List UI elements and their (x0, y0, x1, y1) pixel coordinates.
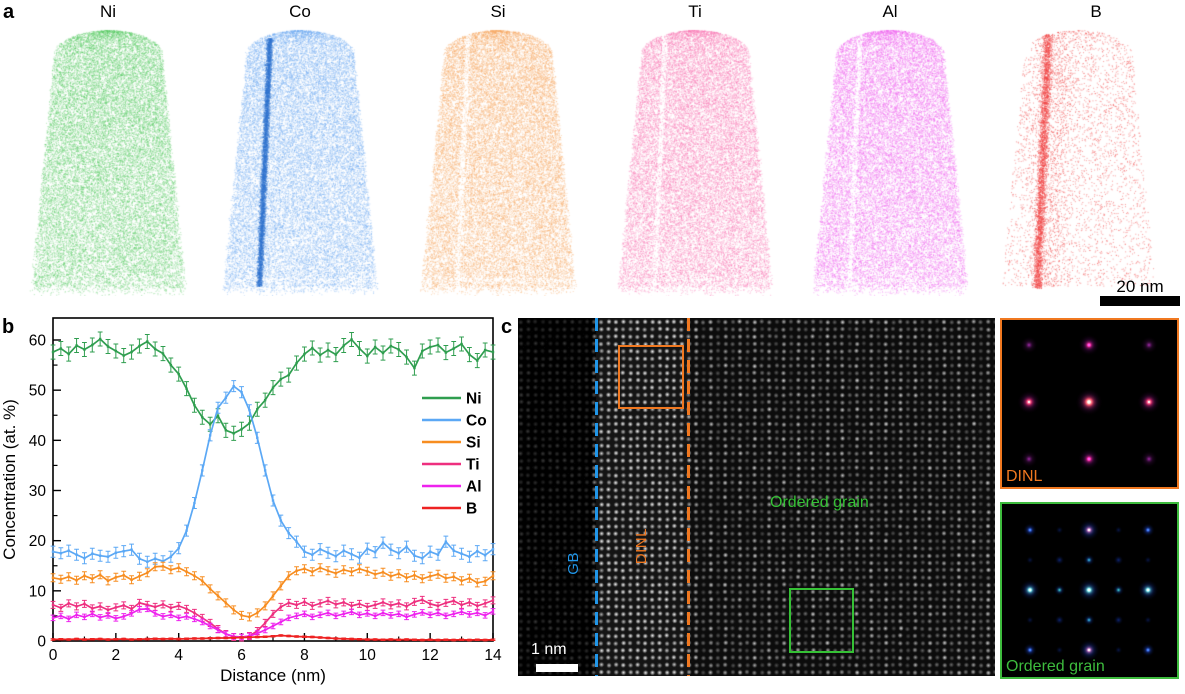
fft-inset-dinl: DINL (1000, 318, 1179, 489)
svg-text:40: 40 (29, 433, 47, 450)
panel-c-letter: c (501, 316, 513, 338)
svg-text:Distance (nm): Distance (nm) (220, 666, 326, 685)
tip-label-ni: Ni (99, 2, 117, 21)
svg-text:8: 8 (300, 647, 309, 664)
svg-text:Al: Al (466, 479, 482, 496)
scale-bar-1nm-label: 1 nm (531, 641, 567, 658)
scale-bar-20nm-label: 20 nm (1116, 277, 1164, 296)
panel-a-letter: a (3, 1, 15, 23)
svg-text:0: 0 (37, 634, 46, 651)
svg-text:Si: Si (466, 435, 481, 452)
dinl-dashed-line (687, 318, 690, 676)
dinl-label: DINL (633, 528, 650, 565)
svg-text:Concentration (at. %): Concentration (at. %) (0, 399, 19, 560)
tip-label-ti: Ti (688, 2, 702, 21)
svg-text:0: 0 (49, 647, 58, 664)
tip-label-si: Si (490, 2, 506, 21)
stem-image-canvas (518, 318, 995, 676)
svg-text:60: 60 (29, 333, 47, 350)
apt-maps-canvas (0, 24, 1185, 296)
svg-text:12: 12 (422, 647, 439, 664)
fft-ordered-grain-label: Ordered grain (1006, 658, 1105, 675)
svg-text:Ni: Ni (466, 391, 482, 408)
fft-inset-ordered-grain: Ordered grain (1000, 502, 1179, 679)
ordered-grain-roi-box (789, 588, 854, 653)
svg-text:Ti: Ti (466, 457, 480, 474)
scale-bar-20nm (1100, 296, 1180, 306)
gb-label: GB (565, 552, 582, 575)
scale-bar-1nm (536, 664, 578, 672)
svg-text:6: 6 (237, 647, 246, 664)
tip-label-b: B (1090, 2, 1102, 21)
gb-dashed-line (595, 318, 598, 676)
dinl-roi-box (618, 345, 684, 409)
ordered-grain-label: Ordered grain (770, 494, 869, 511)
svg-text:50: 50 (29, 383, 47, 400)
tip-label-co: Co (289, 2, 311, 21)
svg-text:14: 14 (484, 647, 502, 664)
fft-dinl-label: DINL (1006, 468, 1043, 485)
panel-b-letter: b (2, 316, 15, 338)
fft-ordered-grain-canvas (1002, 504, 1177, 677)
svg-text:30: 30 (29, 483, 47, 500)
svg-text:2: 2 (112, 647, 121, 664)
svg-text:4: 4 (174, 647, 183, 664)
fft-dinl-canvas (1002, 320, 1177, 487)
tip-label-al: Al (882, 2, 898, 21)
svg-text:Co: Co (466, 413, 487, 430)
svg-text:B: B (466, 501, 477, 518)
svg-text:20: 20 (29, 533, 47, 550)
svg-text:10: 10 (29, 583, 47, 600)
svg-text:10: 10 (359, 647, 377, 664)
concentration-profile-chart: 0 2 4 6 8 10 12 14 0 10 20 30 40 50 60 Distance (nm) Con… (0, 317, 502, 685)
